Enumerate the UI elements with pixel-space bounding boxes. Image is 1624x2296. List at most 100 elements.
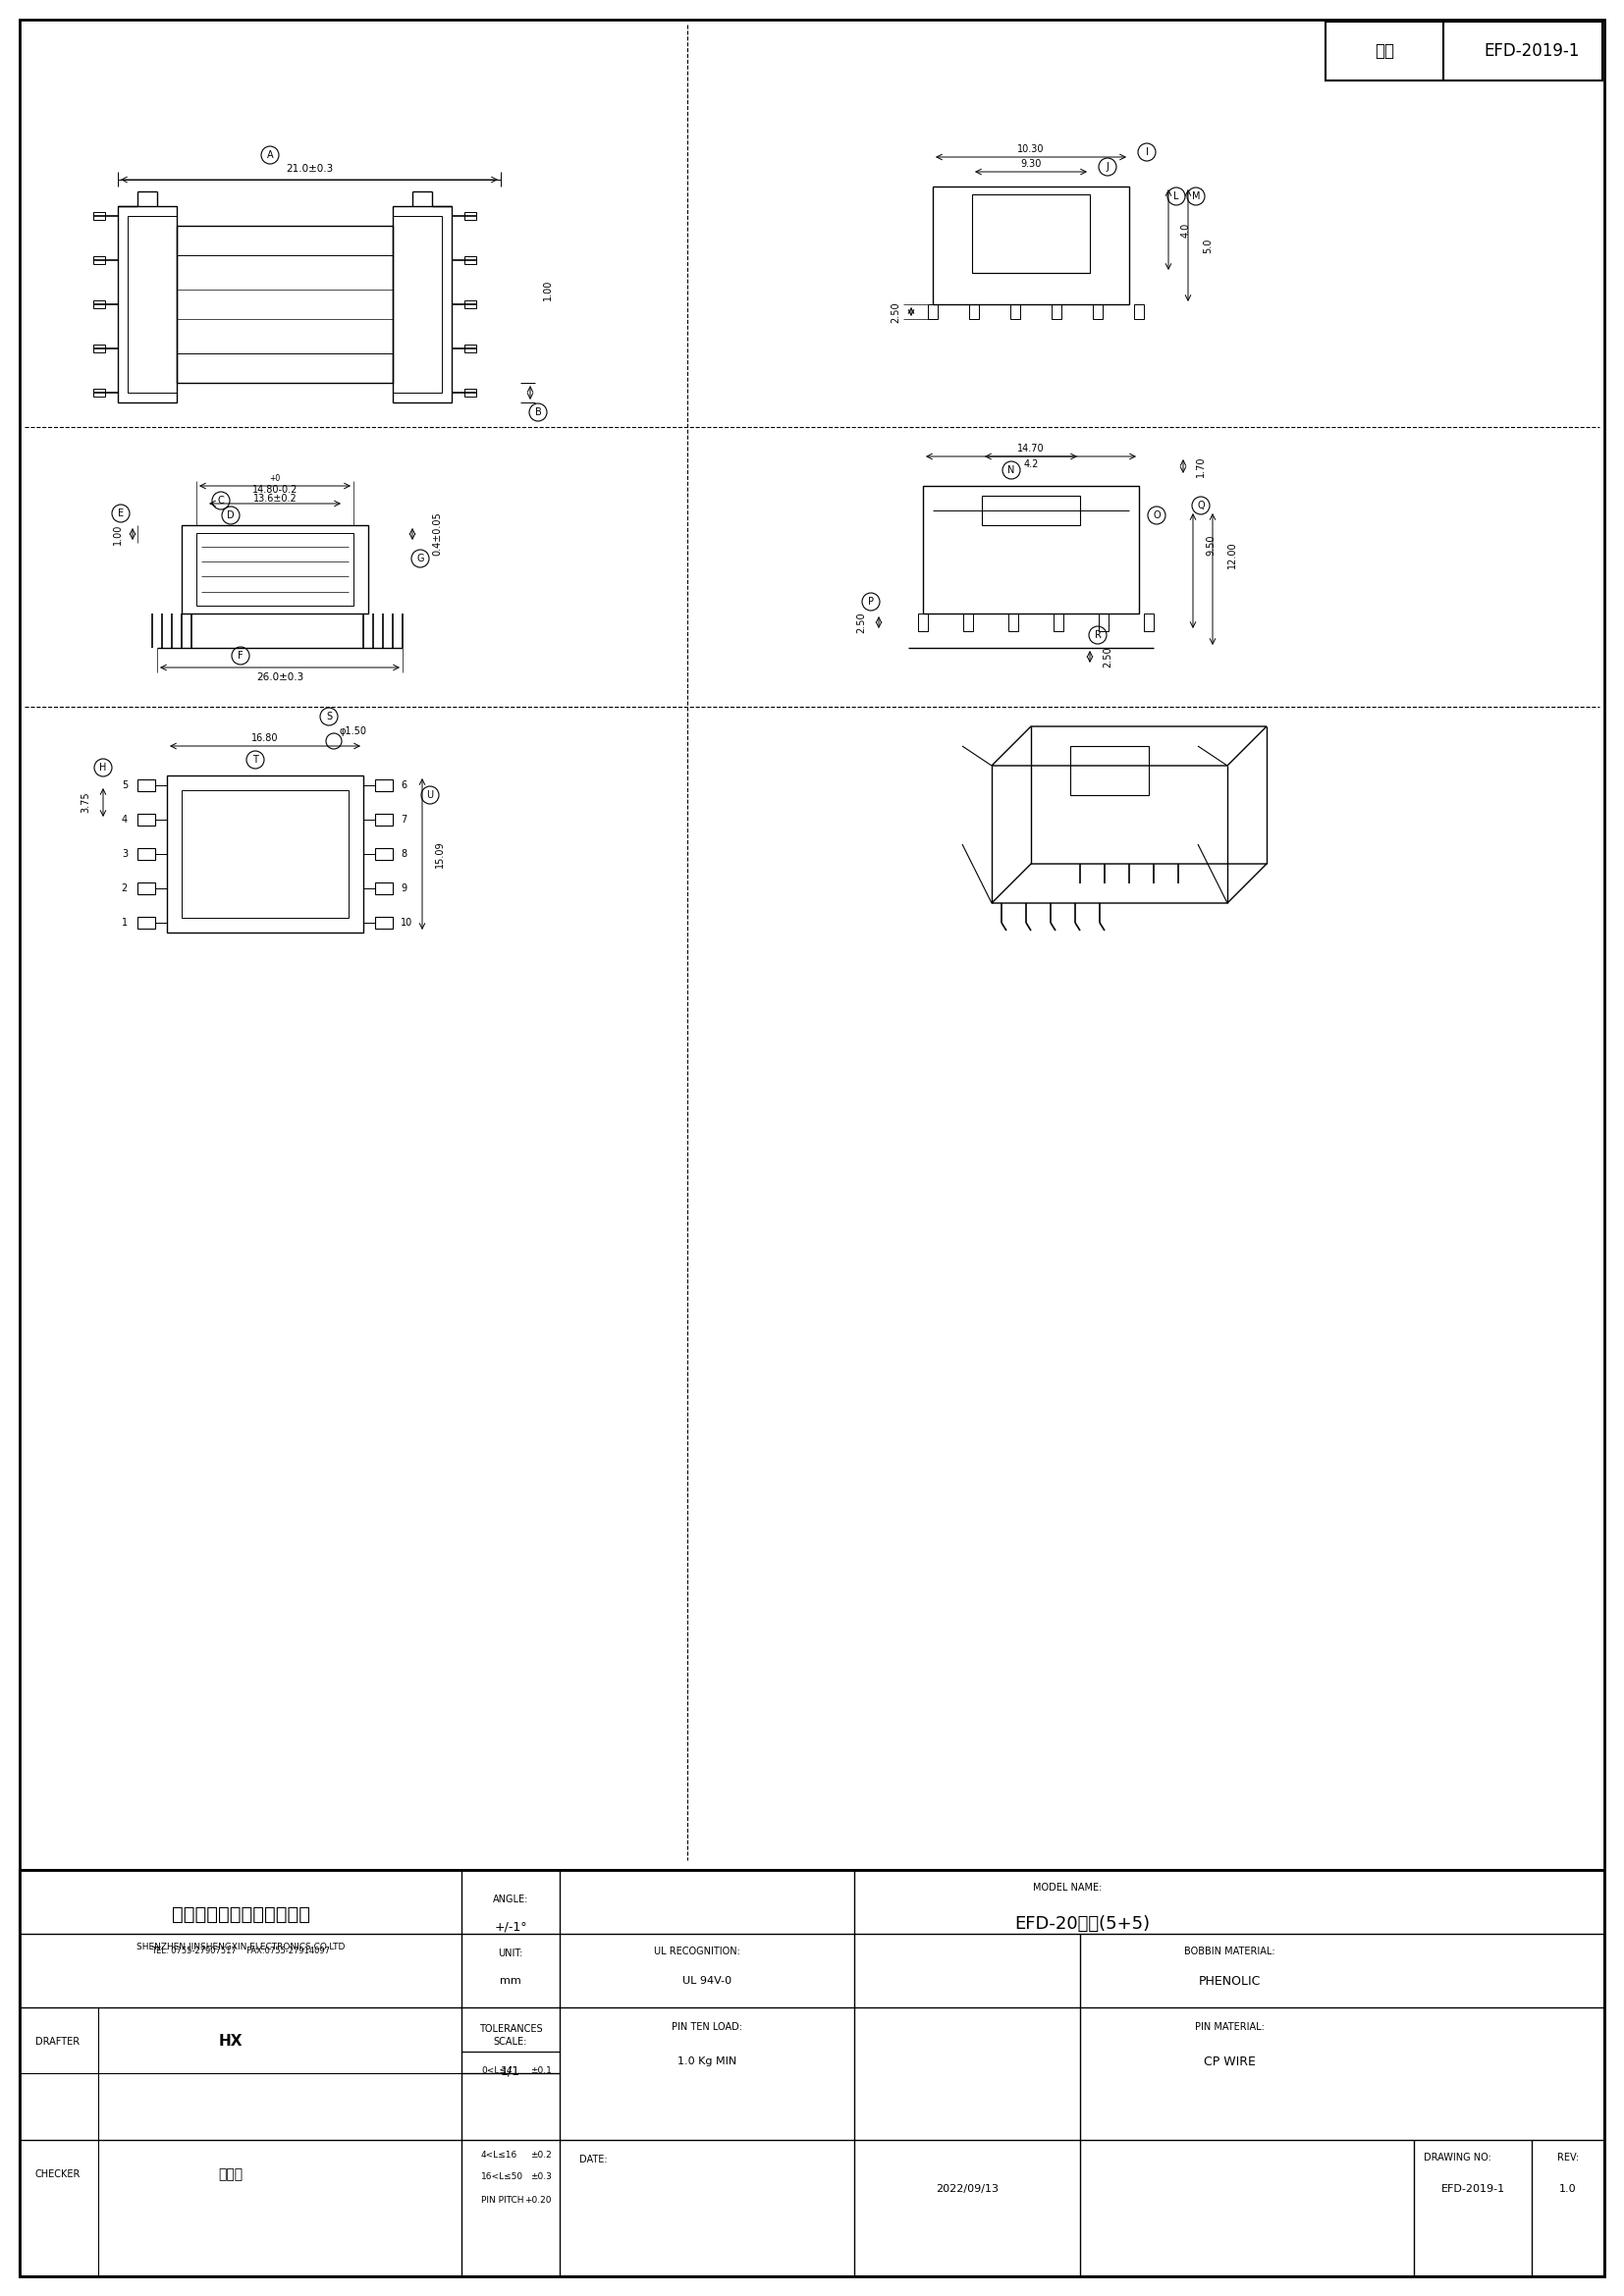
Text: 16<L≤50: 16<L≤50 bbox=[481, 2172, 523, 2181]
Bar bbox=[138, 813, 156, 827]
Text: J: J bbox=[1106, 163, 1109, 172]
Text: 1/1: 1/1 bbox=[500, 2064, 520, 2078]
Text: S: S bbox=[326, 712, 331, 721]
Text: O: O bbox=[1153, 510, 1161, 521]
Bar bbox=[138, 882, 156, 893]
Bar bbox=[119, 207, 177, 402]
Bar bbox=[375, 813, 393, 827]
Bar bbox=[464, 211, 476, 220]
Bar bbox=[464, 388, 476, 397]
Text: 2.50: 2.50 bbox=[890, 301, 900, 324]
Text: 深圳市金盛鑫科技有限公司: 深圳市金盛鑫科技有限公司 bbox=[172, 1906, 310, 1924]
Text: TOLERANCES: TOLERANCES bbox=[479, 2025, 542, 2034]
Text: 型号: 型号 bbox=[1374, 41, 1395, 60]
Bar bbox=[138, 916, 156, 928]
Bar bbox=[375, 882, 393, 893]
Text: ±0.2: ±0.2 bbox=[531, 2151, 552, 2158]
Bar bbox=[138, 778, 156, 792]
Text: 10: 10 bbox=[401, 918, 412, 928]
Text: 10.30: 10.30 bbox=[1018, 145, 1044, 154]
Bar bbox=[918, 613, 927, 631]
Text: 21.0±0.3: 21.0±0.3 bbox=[286, 163, 333, 174]
Text: DRAWING NO:: DRAWING NO: bbox=[1424, 2154, 1491, 2163]
Text: 3: 3 bbox=[122, 850, 128, 859]
Bar bbox=[927, 305, 937, 319]
Text: 1: 1 bbox=[122, 918, 128, 928]
Text: DRAFTER: DRAFTER bbox=[36, 2037, 80, 2046]
Text: 4<L≤16: 4<L≤16 bbox=[481, 2151, 518, 2158]
Text: 1.0 Kg MIN: 1.0 Kg MIN bbox=[677, 2057, 737, 2066]
Bar bbox=[375, 916, 393, 928]
Bar bbox=[93, 211, 106, 220]
Text: 3.75: 3.75 bbox=[81, 792, 91, 813]
Bar bbox=[128, 216, 177, 393]
Text: UL 94V-0: UL 94V-0 bbox=[682, 1977, 731, 1986]
Bar bbox=[970, 305, 979, 319]
Text: E: E bbox=[119, 507, 123, 519]
Bar bbox=[983, 496, 1080, 526]
Text: HX: HX bbox=[219, 2034, 242, 2048]
Bar bbox=[973, 195, 1090, 273]
Bar bbox=[464, 257, 476, 264]
Bar bbox=[464, 344, 476, 351]
Text: H: H bbox=[99, 762, 107, 771]
Text: M: M bbox=[1192, 191, 1200, 202]
Text: 1.00: 1.00 bbox=[542, 280, 552, 301]
Text: 0.4±0.05: 0.4±0.05 bbox=[432, 512, 442, 556]
Bar bbox=[464, 301, 476, 308]
Text: EFD-2019-1: EFD-2019-1 bbox=[1484, 41, 1580, 60]
Text: C: C bbox=[218, 496, 224, 505]
Text: 9.50: 9.50 bbox=[1205, 535, 1215, 556]
Text: TEL: 0755-27907517    FAX:0755-27914097: TEL: 0755-27907517 FAX:0755-27914097 bbox=[151, 1947, 330, 1956]
Text: PIN MATERIAL:: PIN MATERIAL: bbox=[1195, 2023, 1263, 2032]
Bar bbox=[1099, 613, 1109, 631]
Text: 14.70: 14.70 bbox=[1017, 443, 1044, 455]
Text: B: B bbox=[534, 406, 541, 418]
Bar bbox=[393, 216, 442, 393]
Text: G: G bbox=[416, 553, 424, 563]
Text: 15.09: 15.09 bbox=[435, 840, 445, 868]
Bar bbox=[93, 344, 106, 351]
Text: 26.0±0.3: 26.0±0.3 bbox=[257, 673, 304, 682]
Text: 1.0: 1.0 bbox=[1559, 2183, 1577, 2195]
Bar bbox=[197, 533, 354, 606]
Text: mm: mm bbox=[500, 1977, 521, 1986]
Text: L: L bbox=[1174, 191, 1179, 202]
Bar bbox=[182, 526, 369, 613]
Text: P: P bbox=[867, 597, 874, 606]
Bar bbox=[93, 257, 106, 264]
Bar bbox=[963, 613, 973, 631]
Bar bbox=[1070, 746, 1148, 794]
Text: 9.30: 9.30 bbox=[1020, 158, 1041, 170]
Text: 14.80-0.2: 14.80-0.2 bbox=[252, 484, 297, 494]
Text: 4.0: 4.0 bbox=[1181, 223, 1190, 236]
Bar bbox=[375, 778, 393, 792]
Text: 8: 8 bbox=[401, 850, 406, 859]
Text: +0: +0 bbox=[270, 473, 281, 482]
Bar bbox=[932, 186, 1129, 305]
Bar bbox=[1093, 305, 1103, 319]
Text: 2.50: 2.50 bbox=[1103, 645, 1112, 668]
Text: ±0.1: ±0.1 bbox=[531, 2066, 552, 2076]
Text: φ1.50: φ1.50 bbox=[339, 726, 367, 737]
Text: 16.80: 16.80 bbox=[252, 732, 279, 744]
Text: 7: 7 bbox=[401, 815, 406, 824]
Text: 2022/09/13: 2022/09/13 bbox=[935, 2183, 999, 2195]
Bar bbox=[19, 1869, 1605, 2275]
Bar bbox=[375, 847, 393, 861]
Text: 9: 9 bbox=[401, 884, 406, 893]
Text: BOBBIN MATERIAL:: BOBBIN MATERIAL: bbox=[1184, 1947, 1275, 1956]
Bar bbox=[182, 790, 349, 918]
Text: 12.00: 12.00 bbox=[1228, 542, 1237, 567]
Text: 0<L≤4: 0<L≤4 bbox=[481, 2066, 512, 2076]
Text: 1.70: 1.70 bbox=[1195, 455, 1205, 478]
Bar bbox=[1009, 613, 1018, 631]
Text: A: A bbox=[266, 149, 273, 161]
Text: +0.20: +0.20 bbox=[525, 2197, 552, 2204]
Text: 13.6±0.2: 13.6±0.2 bbox=[253, 494, 297, 503]
Bar bbox=[93, 301, 106, 308]
Text: UNIT:: UNIT: bbox=[499, 1949, 523, 1958]
Text: 6: 6 bbox=[401, 781, 406, 790]
Text: U: U bbox=[427, 790, 434, 799]
Text: 4: 4 bbox=[122, 815, 128, 824]
